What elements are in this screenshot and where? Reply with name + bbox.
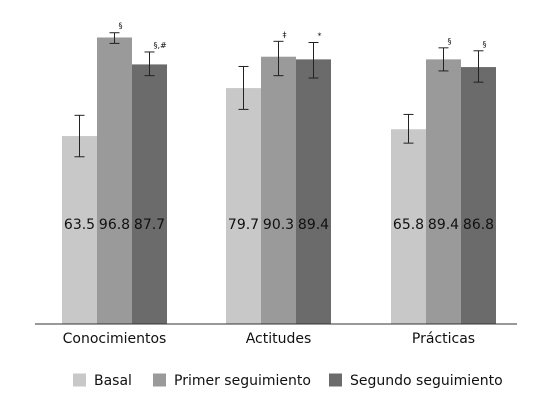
error-bars-layer xyxy=(74,32,484,158)
legend-label-3: Segundo seguimiento xyxy=(350,373,503,389)
value-label-3-3: 86.8 xyxy=(463,217,494,233)
legend-swatch-3 xyxy=(329,373,342,387)
bar-1-2 xyxy=(97,37,132,325)
legend: Basal Primer seguimiento Segundo seguimien… xyxy=(73,373,503,389)
category-label-2: Actitudes xyxy=(246,331,312,347)
bars-layer xyxy=(62,37,496,325)
bar-3-2 xyxy=(426,59,461,324)
significance-marker-2-2: ‡ xyxy=(283,30,287,39)
value-label-2-2: 90.3 xyxy=(263,217,294,233)
category-label-3: Prácticas xyxy=(412,331,475,347)
value-label-2-1: 79.7 xyxy=(228,217,259,233)
significance-marker-1-3: §,# xyxy=(154,41,168,50)
legend-swatch-1 xyxy=(73,373,86,387)
value-label-1-3: 87.7 xyxy=(134,217,165,233)
value-label-1-1: 63.5 xyxy=(64,217,95,233)
legend-label-2: Primer seguimiento xyxy=(174,373,311,389)
significance-marker-3-2: § xyxy=(448,37,452,46)
value-labels-layer: 63.5 96.8 87.7 79.7 90.3 89.4 65.8 89.4 86.8 xyxy=(64,217,494,233)
bar-2-2 xyxy=(261,56,296,324)
value-label-1-2: 96.8 xyxy=(99,217,130,233)
category-label-1: Conocimientos xyxy=(63,331,167,347)
legend-swatch-2 xyxy=(153,373,166,387)
bar-1-3 xyxy=(132,64,167,325)
bar-1-1 xyxy=(62,136,97,324)
significance-marker-1-2: § xyxy=(119,22,123,31)
value-label-2-3: 89.4 xyxy=(298,217,329,233)
bar-2-1 xyxy=(226,88,261,324)
category-labels-layer: Conocimientos Actitudes Prácticas xyxy=(63,331,475,347)
significance-marker-2-3: * xyxy=(318,32,322,41)
markers-layer: § §,# ‡ * § § xyxy=(119,22,487,50)
bar-3-1 xyxy=(391,129,426,324)
value-label-3-1: 65.8 xyxy=(393,217,424,233)
legend-label-1: Basal xyxy=(94,373,132,389)
value-label-3-2: 89.4 xyxy=(428,217,459,233)
significance-marker-3-3: § xyxy=(483,40,487,49)
bar-2-3 xyxy=(296,59,331,324)
bar-3-3 xyxy=(461,67,496,325)
